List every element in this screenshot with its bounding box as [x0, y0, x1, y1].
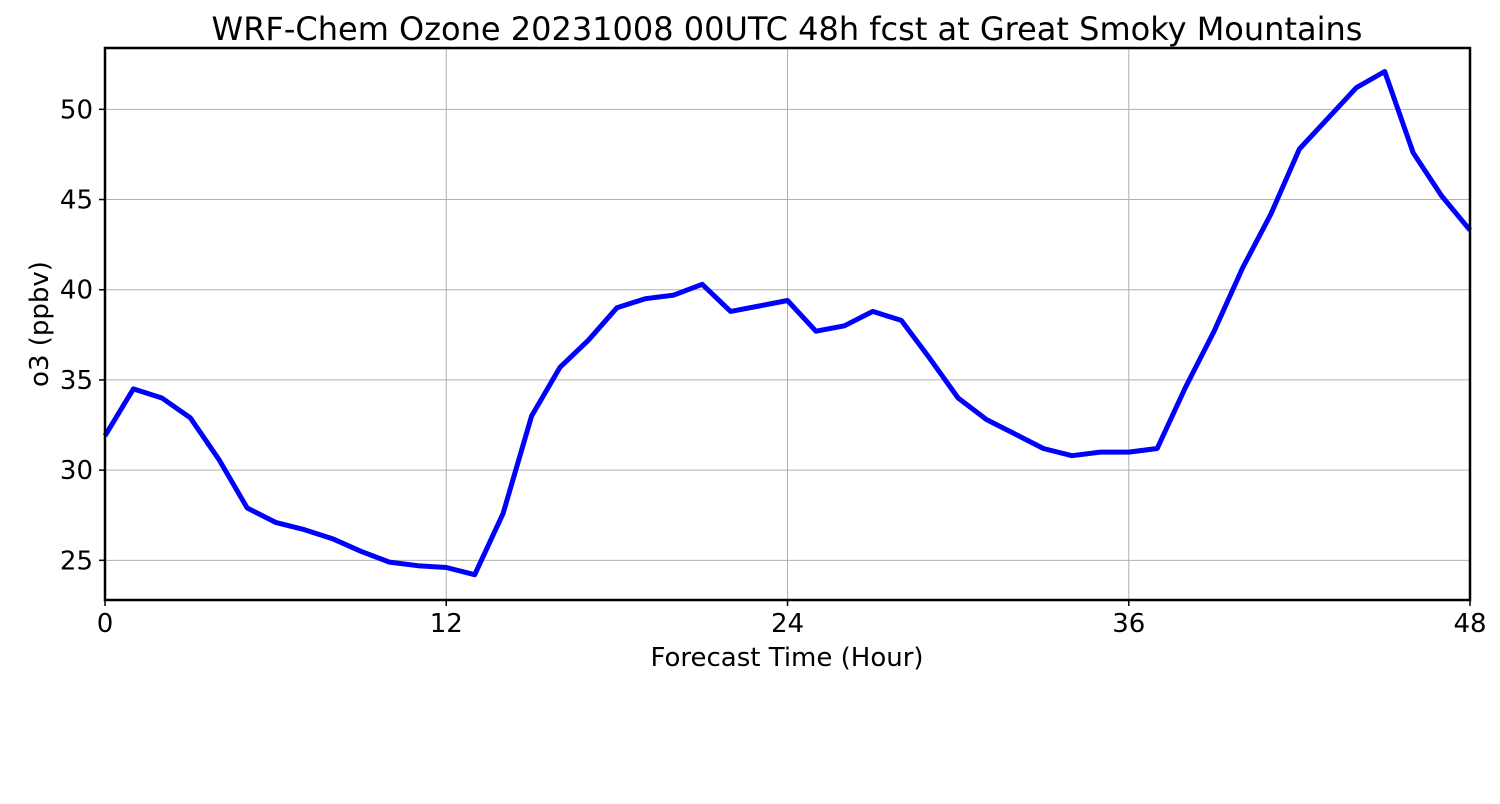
y-tick-label: 40	[60, 276, 93, 306]
chart-title: WRF-Chem Ozone 20231008 00UTC 48h fcst a…	[212, 10, 1363, 48]
x-tick-label: 0	[97, 609, 114, 639]
y-tick-label: 25	[60, 546, 93, 576]
y-tick-label: 50	[60, 95, 93, 125]
x-tick-label: 12	[430, 609, 463, 639]
y-axis-ticks: 25 30 35 40 45 50	[60, 95, 105, 576]
y-tick-label: 45	[60, 186, 93, 216]
grid-lines	[104, 48, 1471, 600]
y-axis-label: o3 (ppbv)	[25, 261, 55, 387]
y-tick-label: 30	[60, 456, 93, 486]
ozone-series-line	[102, 69, 1472, 578]
x-tick-label: 24	[771, 609, 804, 639]
y-tick-label: 35	[60, 366, 93, 396]
x-axis-ticks: 0 12 24 36 48	[97, 600, 1487, 639]
x-axis-label: Forecast Time (Hour)	[650, 643, 923, 673]
x-tick-label: 48	[1453, 609, 1486, 639]
series-layer	[102, 69, 1472, 578]
x-tick-label: 36	[1112, 609, 1145, 639]
